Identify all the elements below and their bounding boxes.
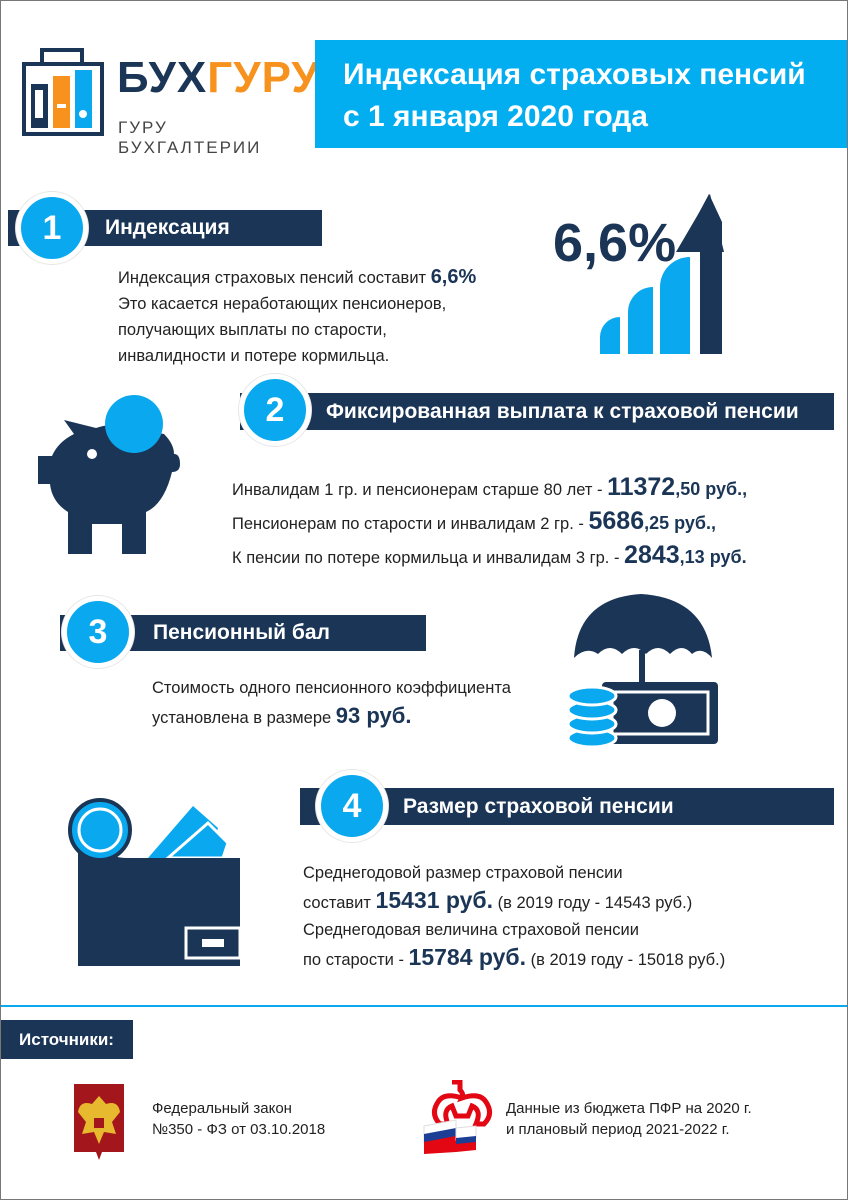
text-line: Это касается неработающих пенсионеров, [118, 295, 447, 313]
brand-right: ГУРУ [207, 53, 320, 102]
wallet-icon [68, 798, 242, 966]
section-3-title: Пенсионный бал [153, 621, 330, 644]
source-line: Данные из бюджета ПФР на 2020 г. [506, 1100, 752, 1117]
row-amount-frac: ,50 руб., [675, 479, 748, 499]
text: установлена в размере [152, 709, 336, 727]
briefcase-logo-icon [22, 48, 104, 136]
text-line: Среднегодовая величина страховой пенсии [303, 921, 639, 939]
piggy-bank-icon [38, 395, 180, 554]
umbrella-money-icon [566, 594, 718, 749]
row-amount: 5686 [588, 507, 645, 535]
section-4-title: Размер страховой пенсии [403, 794, 674, 818]
text-line: Стоимость одного пенсионного коэффициент… [152, 679, 511, 697]
highlight-6-6: 6,6% [430, 266, 477, 288]
section-4-header: Размер страховой пенсии [300, 788, 834, 825]
text: (в 2019 году - 14543 руб.) [493, 894, 693, 912]
page-title-line2: с 1 января 2020 года [343, 100, 648, 133]
payment-row: Инвалидам 1 гр. и пенсионерам старше 80 … [232, 472, 747, 506]
highlight-15431: 15431 руб. [375, 887, 494, 913]
source-line: №350 - ФЗ от 03.10.2018 [152, 1121, 326, 1138]
row-amount-frac: ,25 руб., [644, 513, 717, 533]
payment-row: Пенсионерам по старости и инвалидам 2 гр… [232, 506, 747, 540]
page-title-line1: Индексация страховых пенсий [343, 58, 806, 91]
section-1-number: 1 [16, 192, 88, 264]
source-1: Федеральный закон №350 - ФЗ от 03.10.201… [152, 1098, 325, 1140]
text-line: инвалидности и потере кормильца. [118, 347, 390, 365]
text-line: Среднегодовой размер страховой пенсии [303, 864, 623, 882]
source-line: Федеральный закон [152, 1100, 292, 1117]
brand-tagline: ГУРУ БУХГАЛТЕРИИ [118, 118, 262, 157]
brand-left: БУХ [117, 53, 208, 102]
section-3-number: 3 [62, 596, 134, 668]
row-amount-frac: ,13 руб. [679, 547, 747, 567]
section-4-number: 4 [316, 770, 388, 842]
sources-title: Источники: [19, 1029, 114, 1049]
section-2-number: 2 [239, 374, 311, 446]
section-3-text: Стоимость одного пенсионного коэффициент… [152, 674, 511, 732]
growth-percent-label: 6,6% [553, 213, 677, 273]
logo: БУХГУРУ ГУРУ БУХГАЛТЕРИИ [22, 48, 319, 157]
text: по старости - [303, 951, 409, 969]
section-2-header: Фиксированная выплата к страховой пенсии [240, 393, 834, 430]
row-label: Пенсионерам по старости и инвалидам 2 гр… [232, 515, 589, 533]
text: составит [303, 894, 376, 912]
source-2: Данные из бюджета ПФР на 2020 г. и плано… [506, 1098, 752, 1140]
coat-of-arms-icon [74, 1084, 124, 1160]
pfr-logo-icon [423, 1080, 492, 1154]
section-1-text: Индексация страховых пенсий составит 6,6… [118, 264, 476, 369]
section-4-text: Среднегодовой размер страховой пенсии со… [303, 860, 725, 974]
source-line: и плановый период 2021-2022 г. [506, 1121, 730, 1138]
row-label: Инвалидам 1 гр. и пенсионерам старше 80 … [232, 481, 608, 499]
text: Индексация страховых пенсий составит [118, 269, 431, 287]
section-1-title: Индексация [105, 216, 230, 239]
section-2-rows: Инвалидам 1 гр. и пенсионерам старше 80 … [232, 472, 747, 574]
text: (в 2019 году - 15018 руб.) [526, 951, 726, 969]
row-amount: 2843 [624, 541, 680, 569]
header-banner: Индексация страховых пенсий с 1 января 2… [315, 40, 848, 148]
highlight-93: 93 руб. [335, 703, 412, 728]
row-label: К пенсии по потере кормильца и инвалидам… [232, 549, 625, 567]
text-line: получающих выплаты по старости, [118, 321, 387, 339]
growth-arrow-icon [600, 194, 724, 354]
row-amount: 11372 [607, 473, 676, 501]
payment-row: К пенсии по потере кормильца и инвалидам… [232, 540, 747, 574]
divider [0, 1005, 848, 1007]
sources-header: Источники: [0, 1020, 133, 1059]
highlight-15784: 15784 руб. [408, 944, 527, 970]
section-2-title: Фиксированная выплата к страховой пенсии [326, 399, 799, 423]
